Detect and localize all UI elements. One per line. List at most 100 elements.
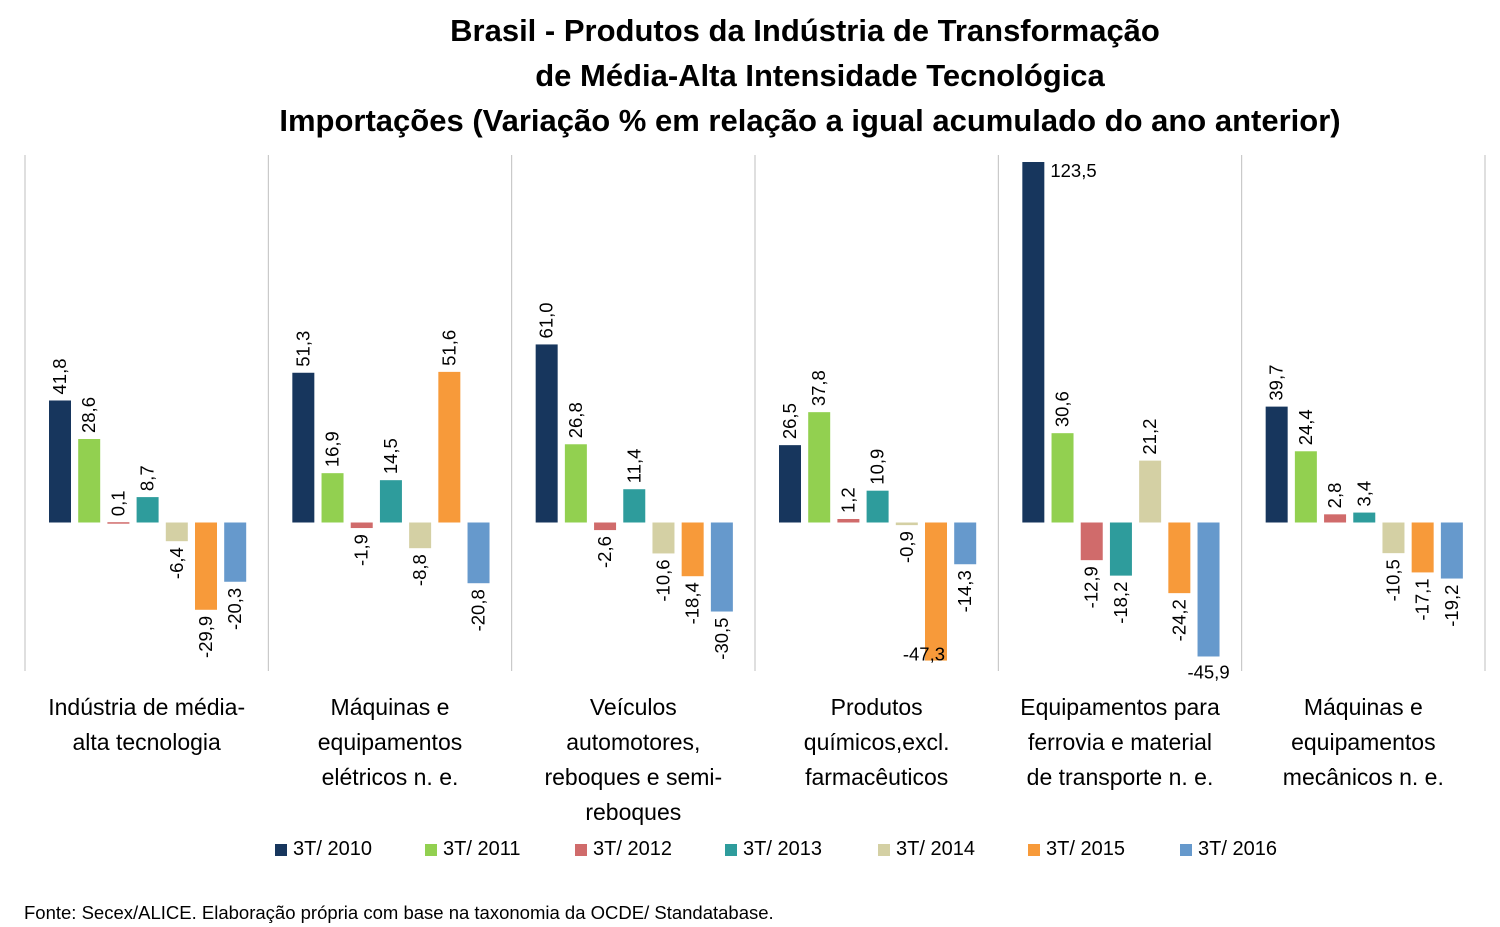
legend-swatch xyxy=(1028,843,1040,856)
bar xyxy=(1080,522,1103,561)
bar xyxy=(866,490,889,523)
data-label: 39,7 xyxy=(1266,365,1287,401)
legend-item: 3T/ 2016 xyxy=(1180,838,1277,861)
legend-swatch xyxy=(575,843,587,856)
bar xyxy=(1168,522,1191,594)
bar xyxy=(623,489,646,523)
legend-item: 3T/ 2012 xyxy=(575,838,672,861)
legend-swatch xyxy=(878,843,890,856)
bar xyxy=(379,480,402,523)
data-label: -18,4 xyxy=(682,582,703,624)
category-label: Indústria de média- xyxy=(48,694,245,720)
category-label: automotores, xyxy=(566,729,700,755)
data-label: 30,6 xyxy=(1052,391,1073,427)
category-label: ferrovia e material xyxy=(1028,729,1212,755)
category-label: reboques e semi- xyxy=(544,764,722,790)
data-label: 123,5 xyxy=(1050,160,1096,181)
category-label: Veículos xyxy=(590,694,677,720)
data-label: 26,8 xyxy=(565,402,586,438)
bar xyxy=(1382,522,1405,554)
data-label: -2,6 xyxy=(594,536,615,568)
data-label: 61,0 xyxy=(536,302,557,338)
bar xyxy=(710,522,733,612)
bar xyxy=(681,522,704,577)
category-label: equipamentos xyxy=(1291,729,1436,755)
legend-swatch xyxy=(1180,843,1192,856)
chart-title-line-1: Brasil - Produtos da Indústria de Transf… xyxy=(450,13,1160,48)
legend-label: 3T/ 2013 xyxy=(743,838,822,860)
chart-title: Brasil - Produtos da Indústria de Transf… xyxy=(0,8,1500,143)
category-label: equipamentos xyxy=(318,729,463,755)
bar xyxy=(467,522,490,584)
data-label: 21,2 xyxy=(1139,419,1160,455)
data-label: -12,9 xyxy=(1081,566,1102,608)
category-label: de transporte n. e. xyxy=(1027,764,1214,790)
data-label: 26,5 xyxy=(779,403,800,439)
bar xyxy=(1109,522,1132,576)
legend-label: 3T/ 2012 xyxy=(593,838,672,860)
category-label: alta tecnologia xyxy=(72,729,221,755)
data-label: -30,5 xyxy=(711,618,732,660)
data-label: -19,2 xyxy=(1441,585,1462,627)
chart-title-line-2: de Média-Alta Intensidade Tecnológica xyxy=(535,58,1105,93)
data-label: -47,3 xyxy=(903,644,945,665)
category-label: Máquinas e xyxy=(331,694,450,720)
legend-item: 3T/ 2011 xyxy=(425,838,520,861)
bar xyxy=(438,371,461,523)
legend-item: 3T/ 2015 xyxy=(1028,838,1125,861)
data-label: -14,3 xyxy=(954,570,975,612)
data-label: -0,9 xyxy=(896,531,917,563)
data-label: -6,4 xyxy=(166,547,187,579)
bar xyxy=(594,522,617,531)
legend-label: 3T/ 2011 xyxy=(443,838,521,860)
bar xyxy=(1294,451,1317,523)
data-label: -45,9 xyxy=(1187,661,1229,682)
data-label: 1,2 xyxy=(837,487,858,513)
legend-label: 3T/ 2016 xyxy=(1198,838,1277,860)
data-label: 41,8 xyxy=(49,358,70,394)
bar xyxy=(49,400,71,523)
category-label: mecânicos n. e. xyxy=(1283,764,1444,790)
data-label: 24,4 xyxy=(1295,409,1316,445)
bar xyxy=(954,522,977,565)
data-label: 14,5 xyxy=(380,438,401,474)
bar xyxy=(1353,512,1376,523)
data-label: 8,7 xyxy=(137,465,158,491)
bar xyxy=(224,522,247,582)
data-label: 16,9 xyxy=(322,431,343,467)
chart-title-line-3: Importações (Variação % em relação a igu… xyxy=(279,103,1341,138)
bar xyxy=(321,473,344,523)
bar xyxy=(195,522,217,610)
category-label: químicos,excl. xyxy=(804,729,950,755)
category-label: Máquinas e xyxy=(1304,694,1423,720)
bar xyxy=(1197,522,1220,657)
bar xyxy=(1051,433,1074,523)
bar xyxy=(808,412,831,523)
legend-item: 3T/ 2010 xyxy=(275,838,372,861)
data-label: -29,9 xyxy=(195,616,216,658)
legend-swatch xyxy=(425,843,437,856)
bar xyxy=(1139,460,1162,523)
bar xyxy=(1324,514,1347,523)
bar xyxy=(350,522,373,529)
legend-swatch xyxy=(725,843,737,856)
data-label: 2,8 xyxy=(1324,483,1345,509)
bar xyxy=(107,522,130,524)
legend-label: 3T/ 2010 xyxy=(293,838,372,860)
data-label: -17,1 xyxy=(1412,578,1433,620)
bar xyxy=(1411,522,1434,573)
data-label: 28,6 xyxy=(78,397,99,433)
data-label: -8,8 xyxy=(409,554,430,586)
bar xyxy=(564,444,587,523)
bar xyxy=(292,372,315,523)
bar xyxy=(535,344,558,523)
bar xyxy=(165,522,188,542)
chart-legend: 3T/ 2010 3T/ 2011 3T/ 2012 3T/ 2013 3T/ 2014… xyxy=(0,838,1500,868)
bar xyxy=(409,522,432,549)
data-label: 11,4 xyxy=(623,449,644,484)
bar xyxy=(895,522,918,526)
legend-label: 3T/ 2014 xyxy=(896,838,975,860)
data-label: -24,2 xyxy=(1168,599,1189,641)
bar xyxy=(1440,522,1463,579)
